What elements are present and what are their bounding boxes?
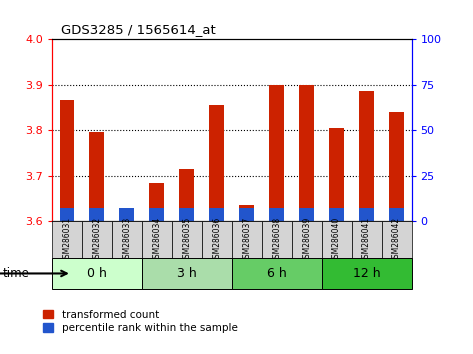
Text: GSM286032: GSM286032: [92, 217, 102, 263]
Bar: [60, 101, 74, 221]
Bar: [322, 258, 412, 289]
Bar: [359, 209, 374, 221]
Bar: [351, 221, 382, 258]
Text: GSM286033: GSM286033: [123, 217, 131, 263]
Bar: [292, 221, 322, 258]
Text: GSM286041: GSM286041: [362, 217, 371, 263]
Bar: [89, 132, 105, 221]
Bar: [382, 221, 412, 258]
Text: GSM286034: GSM286034: [152, 217, 161, 263]
Text: 6 h: 6 h: [267, 267, 287, 280]
Bar: [119, 210, 134, 221]
Bar: [232, 258, 322, 289]
Bar: [299, 209, 314, 221]
Bar: [359, 91, 374, 221]
Bar: [119, 209, 134, 221]
Bar: [179, 209, 194, 221]
Bar: [239, 209, 254, 221]
Bar: [142, 258, 232, 289]
Text: 12 h: 12 h: [353, 267, 380, 280]
Bar: [389, 209, 404, 221]
Text: 0 h: 0 h: [87, 267, 107, 280]
Text: GSM286031: GSM286031: [62, 217, 71, 263]
Bar: [239, 205, 254, 221]
Bar: [60, 209, 74, 221]
Bar: [142, 221, 172, 258]
Bar: [299, 85, 314, 221]
Text: GSM286035: GSM286035: [182, 217, 192, 263]
Bar: [89, 209, 105, 221]
Bar: [179, 169, 194, 221]
Bar: [232, 221, 262, 258]
Text: GSM286042: GSM286042: [392, 217, 401, 263]
Bar: [172, 221, 202, 258]
Text: GSM286038: GSM286038: [272, 217, 281, 263]
Bar: [52, 221, 82, 258]
Bar: [329, 128, 344, 221]
Bar: [329, 209, 344, 221]
Text: GDS3285 / 1565614_at: GDS3285 / 1565614_at: [61, 23, 216, 36]
Bar: [389, 112, 404, 221]
Bar: [149, 209, 164, 221]
Bar: [52, 258, 142, 289]
Bar: [149, 183, 164, 221]
Bar: [82, 221, 112, 258]
Bar: [269, 85, 284, 221]
Text: time: time: [2, 267, 29, 280]
Bar: [112, 221, 142, 258]
Bar: [322, 221, 351, 258]
Text: 3 h: 3 h: [177, 267, 197, 280]
Bar: [262, 221, 292, 258]
Bar: [209, 105, 224, 221]
Bar: [209, 209, 224, 221]
Text: GSM286036: GSM286036: [212, 217, 221, 263]
Text: GSM286039: GSM286039: [302, 217, 311, 263]
Legend: transformed count, percentile rank within the sample: transformed count, percentile rank withi…: [43, 310, 237, 333]
Text: GSM286037: GSM286037: [242, 217, 251, 263]
Bar: [202, 221, 232, 258]
Text: GSM286040: GSM286040: [332, 217, 341, 263]
Bar: [269, 209, 284, 221]
